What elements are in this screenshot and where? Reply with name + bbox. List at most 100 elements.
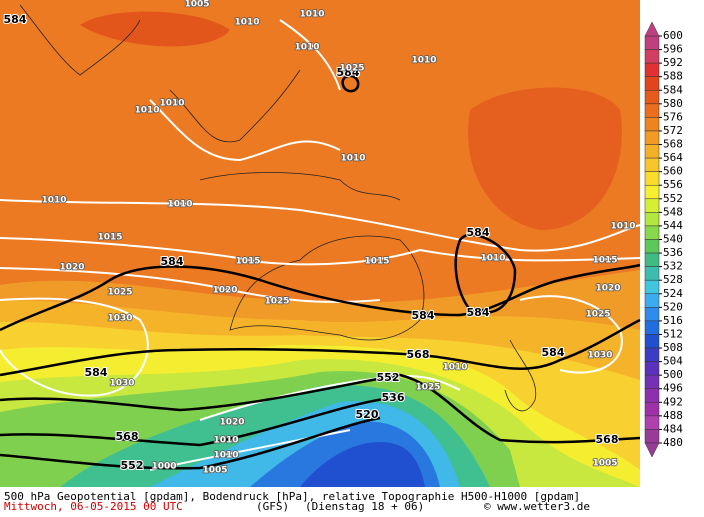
colorbar-tick-label: 592 [663,56,683,69]
isobars [0,19,641,471]
isobar-label: 1010 [294,43,319,53]
footer-date: Mittwoch, 06-05-2015 00 UTC [4,500,183,513]
isobar-label: 1010 [480,254,505,264]
isobar-label: 1020 [595,284,620,294]
colorbar-tick-label: 488 [663,409,683,422]
isobar-label: 1010 [134,106,159,116]
height-label: 584 [85,366,108,379]
height-label: 552 [377,371,400,384]
isobar-label: 1005 [184,0,209,10]
isobar-label: 1010 [610,222,635,232]
colorbar-tick-label: 520 [663,300,683,313]
isobar-label: 1015 [364,257,389,267]
isobar-label: 1010 [299,10,324,20]
colorbar-band [644,157,660,172]
colorbar-band [644,334,660,349]
colorbar-tick-label: 600 [663,29,683,42]
colorbar-band [644,117,660,132]
colorbar-band [644,402,660,417]
colorbar-band [644,239,660,254]
isobar-label: 1015 [97,233,122,243]
height-label: 584 [412,309,435,322]
colorbar-tick-label: 524 [663,287,683,300]
colorbar-tick-label: 504 [663,355,683,368]
colorbar-top-arrow [644,21,660,37]
isobar-label: 1005 [592,459,617,469]
colorbar-tick-label: 496 [663,382,683,395]
colorbar-band [644,347,660,362]
colorbar-tick-label: 572 [663,124,683,137]
colorbar-band [644,184,660,200]
colorbar-tick-label: 512 [663,327,683,340]
isobar-label: 1025 [264,297,289,307]
isobar-label: 1010 [213,436,238,446]
colorbar-band [644,171,660,186]
colorbar-band [644,252,660,267]
colorbar-tick-label: 588 [663,70,683,83]
isobar-label: 1020 [59,263,84,273]
footer-line: 500 hPa Geopotential [gpdam], Bodendruck… [4,490,580,503]
colorbar-tick-label: 548 [663,205,683,218]
isobar-label: 1015 [592,256,617,266]
colorbar-band [644,212,660,227]
colorbar-band [644,320,660,335]
isobar-label: 1030 [109,379,134,389]
isobar-label: 1015 [235,257,260,267]
colorbar-band [644,76,660,91]
height-label: 584 [542,346,565,359]
colorbar-band [644,49,660,64]
height-label: 568 [116,430,139,443]
colorbar: 6005965925885845805765725685645605565525… [644,21,683,458]
colorbar-tick-label: 552 [663,192,683,205]
footer-run: (Dienstag 18 + 06) [305,500,424,513]
colorbar-tick-label: 484 [663,422,683,435]
colorbar-tick-label: 544 [663,219,683,232]
colorbar-bottom-arrow [644,442,660,458]
isobar-label: 1020 [212,286,237,296]
colorbar-tick-label: 568 [663,138,683,151]
colorbar-band [644,225,660,240]
colorbar-tick-label: 492 [663,395,683,408]
colorbar-band [644,144,660,159]
height-label: 584 [337,66,360,79]
height-label: 568 [407,348,430,361]
colorbar-band [644,374,660,389]
colorbar-band [644,415,660,430]
labels: 584 584 584 584 584 584 584 584 568 568 568 552 552 5… [3,0,637,476]
field [468,87,622,230]
colorbar-band [644,90,660,105]
isobar-label: 1025 [585,310,610,320]
colorbar-tick-label: 516 [663,314,683,327]
colorbar-band [644,429,660,444]
colorbar-tick-label: 540 [663,233,683,246]
colorbar-tick-label: 536 [663,246,683,259]
isobar-label: 1010 [213,451,238,461]
isobar-label: 1010 [411,56,436,66]
colorbar-band [644,266,660,281]
colorbar-band [644,361,660,376]
isobar-label: 1000 [151,462,176,472]
colorbar-tick-label: 576 [663,110,683,123]
footer-model: (GFS) [256,500,289,513]
colorbar-tick-label: 556 [663,178,683,191]
colorbar-band [644,293,660,308]
colorbar-band [644,388,660,403]
height-label: 584 [467,306,490,319]
colorbar-tick-label: 584 [663,83,683,96]
height-label: 568 [596,433,619,446]
colorbar-tick-label: 528 [663,273,683,286]
isobar-label: 1010 [159,99,184,109]
height-label: 584 [4,13,27,26]
isobar-label: 1030 [587,351,612,361]
isobar-label: 1025 [107,288,132,298]
field [80,11,230,47]
height-label: 552 [121,459,144,472]
colorbar-band [644,279,660,295]
colorbar-tick-label: 596 [663,43,683,56]
colorbar-band [644,307,660,322]
colorbar-tick-label: 480 [663,436,683,449]
height-label: 584 [161,255,184,268]
colorbar-tick-label: 580 [663,97,683,110]
isobar-label: 1010 [167,200,192,210]
